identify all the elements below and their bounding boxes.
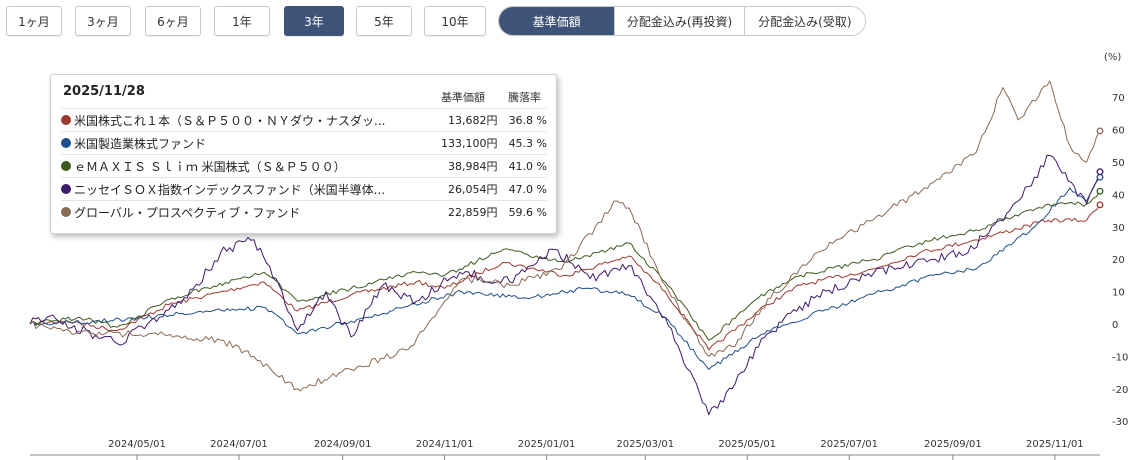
period-button-3m[interactable]: 3ヶ月 [75,6,131,36]
tooltip-price: 26,054円 [448,183,498,196]
x-tick-label: 2025/01/01 [518,439,576,450]
y-tick-label: 0 [1112,320,1118,331]
series-end-marker [1096,201,1104,209]
series-color-dot [61,207,71,217]
series-line [29,80,1101,392]
series-end-marker [1096,187,1104,195]
y-tick-label: 20 [1112,255,1125,266]
tooltip-col-pct: 騰落率 [508,91,541,104]
series-line [29,204,1101,351]
x-tick-label: 2024/09/01 [314,439,372,450]
tooltip-fund-name: グローバル・プロスペクティブ・ファンド [74,205,301,220]
tooltip-row: 米国株式これ１本（Ｓ＆Ｐ５００・ＮＹダウ・ナスダッ... 13,682円 36.… [61,108,547,131]
tooltip-pct: 59.6 % [508,205,548,219]
tooltip-row: グローバル・プロスペクティブ・ファンド 22,859円 59.6 % [61,200,547,223]
tooltip-col-price: 基準価額 [441,91,485,104]
mode-receive-button[interactable]: 分配金込み(受取) [743,7,865,35]
series-end-marker [1096,127,1104,135]
series-color-dot [61,138,71,148]
series-end-marker [1096,168,1104,176]
tooltip-price: 22,859円 [448,206,498,219]
tooltip-row: ニッセイＳＯＸ指数インデックスファンド（米国半導体... 26,054円 47.… [61,177,547,200]
x-tick-label: 2025/09/01 [924,439,982,450]
y-tick-label: -20 [1112,385,1128,396]
series-lines [29,80,1101,416]
y-tick-label: 40 [1112,190,1125,201]
tooltip-pct: 36.8 % [508,113,548,127]
tooltip-pct: 45.3 % [508,136,548,150]
y-tick-label: 60 [1112,126,1125,137]
data-tooltip: 2025/11/28 基準価額 騰落率 米国株式これ１本（Ｓ＆Ｐ５００・ＮＹダウ… [50,74,557,234]
x-tick-label: 2025/03/01 [616,439,674,450]
mode-base-price-button[interactable]: 基準価額 [499,7,615,35]
y-tick-label: -30 [1112,417,1128,428]
series-end-markers [1096,127,1104,209]
tooltip-pct: 47.0 % [508,182,548,196]
series-line [29,176,1101,370]
period-button-6m[interactable]: 6ヶ月 [145,6,201,36]
period-button-5y[interactable]: 5年 [356,6,412,36]
mode-reinvest-button[interactable]: 分配金込み(再投資) [614,7,744,35]
period-button-3y[interactable]: 3年 [284,6,344,36]
tooltip-price: 38,984円 [448,160,498,173]
y-tick-label: 50 [1112,158,1125,169]
tooltip-price: 133,100円 [441,137,498,150]
series-color-dot [61,161,71,171]
tooltip-price: 13,682円 [448,114,498,127]
y-tick-label: 30 [1112,223,1125,234]
tooltip-fund-name: 米国製造業株式ファンド [74,136,207,151]
period-button-1m[interactable]: 1ヶ月 [6,6,62,36]
tooltip-fund-name: ｅＭＡＸＩＳ Ｓｌｉｍ 米国株式（Ｓ＆Ｐ５００） [74,159,346,174]
y-tick-label: 70 [1112,93,1125,104]
x-tick-labels: 2024/05/01 2024/07/01 2024/09/01 2024/11/01… [108,439,1084,460]
tooltip-date: 2025/11/28 [63,84,145,99]
series-color-dot [61,115,71,125]
period-button-1y[interactable]: 1年 [214,6,270,36]
mode-toggle: 基準価額 分配金込み(再投資) 分配金込み(受取) [498,6,866,36]
tooltip-row: 米国製造業株式ファンド 133,100円 45.3 % [61,131,547,154]
x-tick-label: 2025/05/01 [718,439,776,450]
tooltip-pct: 41.0 % [508,159,548,173]
x-tick-label: 2025/07/01 [820,439,878,450]
y-tick-label: -10 [1112,352,1128,363]
series-color-dot [61,184,71,194]
x-tick-label: 2025/11/01 [1026,439,1084,450]
y-axis-unit-label: (%) [1104,52,1121,63]
tooltip-row: ｅＭＡＸＩＳ Ｓｌｉｍ 米国株式（Ｓ＆Ｐ５００） 38,984円 41.0 % [61,154,547,177]
tooltip-fund-name: ニッセイＳＯＸ指数インデックスファンド（米国半導体... [74,182,386,197]
x-tick-label: 2024/11/01 [416,439,474,450]
y-tick-label: 10 [1112,288,1125,299]
y-tick-labels: -30 -20 -10 0 10 20 30 40 50 60 70 [1112,93,1128,428]
tooltip-fund-name: 米国株式これ１本（Ｓ＆Ｐ５００・ＮＹダウ・ナスダッ... [74,113,386,128]
series-end-marker [1096,173,1104,181]
x-tick-label: 2024/07/01 [210,439,268,450]
period-button-10y[interactable]: 10年 [424,6,486,36]
x-tick-label: 2024/05/01 [108,439,166,450]
